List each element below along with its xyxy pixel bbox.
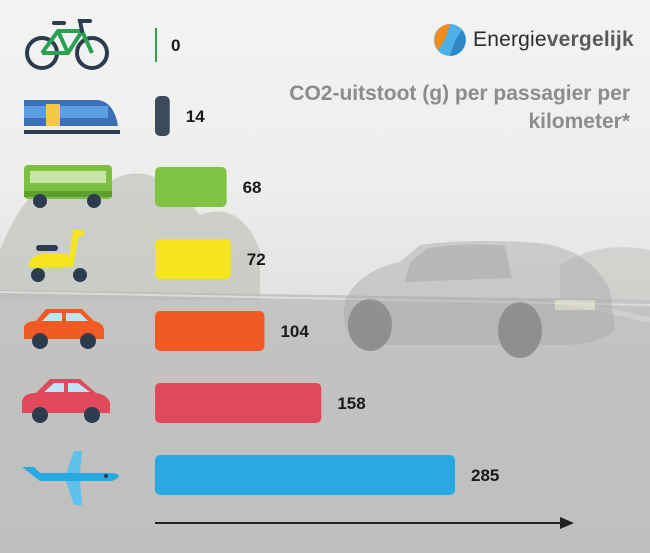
bar — [155, 311, 265, 351]
brand-name-part2: vergelijk — [546, 28, 634, 51]
logo-segment — [450, 30, 466, 56]
car-silhouette — [344, 240, 615, 358]
bar — [155, 383, 322, 423]
chart-title: CO2-uitstoot (g) per passagier per kilom… — [289, 82, 630, 133]
small-car-icon — [24, 309, 104, 349]
bar-value-label: 158 — [337, 394, 365, 413]
medium-car-icon — [22, 379, 110, 423]
bar — [155, 455, 455, 495]
train-icon — [24, 100, 120, 134]
logo-segment — [434, 24, 450, 50]
bar-value-label: 72 — [247, 250, 266, 269]
vehicle-icons — [22, 19, 120, 505]
bar-value-label: 14 — [186, 107, 205, 126]
bar — [155, 167, 227, 207]
brand-name-part1: Energie — [473, 28, 547, 51]
bars: 0 14 68 72 104 158 285 — [155, 28, 499, 495]
airplane-icon — [22, 451, 119, 505]
bar-value-label: 0 — [171, 36, 180, 55]
bus-icon — [24, 165, 112, 208]
bar — [155, 28, 157, 62]
brand-name: Energievergelijk — [473, 28, 634, 52]
road-marking — [0, 291, 650, 306]
bar — [155, 96, 170, 136]
bar-value-label: 285 — [471, 466, 499, 485]
bar-value-label: 68 — [243, 178, 262, 197]
bar — [155, 239, 231, 279]
guard-rail — [559, 297, 650, 323]
brand-logo-icon — [434, 24, 466, 56]
scooter-icon — [28, 230, 87, 282]
bicycle-icon — [25, 19, 109, 70]
bar-value-label: 104 — [280, 322, 309, 341]
tree-line-right — [560, 247, 650, 300]
